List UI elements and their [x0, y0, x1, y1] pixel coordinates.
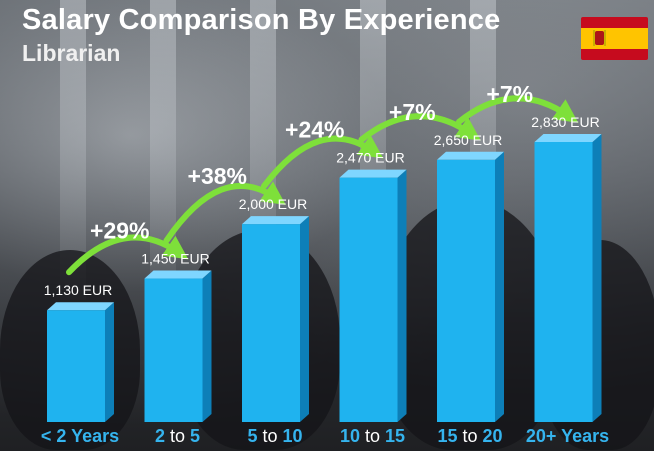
bar — [47, 302, 114, 422]
category-label: 10 to 15 — [340, 426, 405, 446]
increase-arrow — [456, 95, 579, 125]
bar — [144, 270, 212, 422]
bar-side — [300, 216, 309, 422]
bar — [339, 169, 407, 422]
increase-arrow — [66, 234, 189, 276]
bar-side — [202, 270, 212, 422]
bar-top — [242, 216, 309, 225]
category-label: 2 to 5 — [155, 426, 200, 446]
bar-side — [495, 151, 504, 422]
increase-arrow — [358, 113, 481, 143]
bar-front — [242, 224, 300, 422]
increase-arrow — [261, 134, 384, 190]
bar — [534, 134, 602, 422]
bar-side — [397, 169, 407, 422]
bar-top — [339, 169, 407, 178]
bar — [437, 151, 504, 422]
bar-top — [144, 270, 212, 279]
increase-arrow — [163, 181, 286, 244]
spain-flag-icon — [581, 17, 648, 60]
bar-front — [47, 310, 105, 422]
bar-front — [437, 159, 495, 422]
bar-top — [47, 302, 114, 311]
bar — [242, 216, 309, 422]
increase-label: +38% — [188, 163, 247, 189]
value-label: 2,830 EUR — [531, 114, 599, 130]
increase-label: +29% — [90, 218, 149, 244]
value-label: 2,470 EUR — [336, 150, 404, 166]
value-label: 2,000 EUR — [239, 196, 307, 212]
chart-subtitle: Librarian — [22, 40, 121, 66]
bar-side — [105, 302, 114, 422]
category-label: 20+ Years — [526, 426, 609, 446]
bar-top — [534, 134, 602, 142]
value-label: 2,650 EUR — [434, 132, 502, 148]
value-label: 1,450 EUR — [141, 251, 209, 267]
increase-label: +7% — [389, 99, 436, 125]
increase-label: +24% — [285, 117, 344, 143]
increase-label: +7% — [486, 81, 533, 107]
category-label: < 2 Years — [41, 426, 119, 446]
bar-front — [144, 278, 203, 422]
chart-title: Salary Comparison By Experience — [22, 4, 501, 36]
bar-side — [592, 134, 602, 422]
category-label: 5 to 10 — [247, 426, 302, 446]
value-label: 1,130 EUR — [44, 282, 112, 298]
category-label: 15 to 20 — [437, 426, 502, 446]
bar-front — [534, 142, 593, 422]
bar-front — [339, 177, 398, 422]
bar-top — [437, 151, 504, 160]
